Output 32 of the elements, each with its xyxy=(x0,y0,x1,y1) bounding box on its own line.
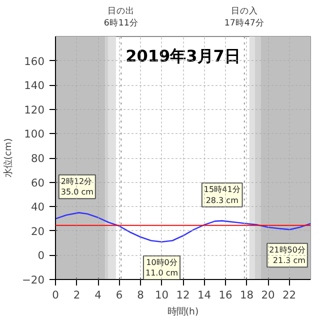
y-tick-label: 60 xyxy=(30,176,45,190)
line-series xyxy=(56,212,310,242)
x-tick-label: 14 xyxy=(197,288,212,302)
x-tick-label: 18 xyxy=(240,288,254,302)
annotation: 2時12分 35.0 cm xyxy=(60,176,94,197)
x-tick-label: 20 xyxy=(261,288,275,302)
y-tick-label: 140 xyxy=(24,79,45,92)
annotation: 21時50分 21.3 cm xyxy=(269,245,306,266)
ref-line-label: 日の出 6時11分 xyxy=(104,6,138,28)
y-axis-title: 水位(cm) xyxy=(3,138,14,178)
y-tick-label: 120 xyxy=(24,103,45,116)
x-tick-label: 22 xyxy=(282,288,296,302)
x-tick-label: 12 xyxy=(176,288,190,302)
annotation: 15時41分 28.3 cm xyxy=(204,185,240,205)
annotation: 10時0分 11.0 cm xyxy=(145,258,178,278)
x-tick-label: 16 xyxy=(218,288,232,302)
x-tick-label: 4 xyxy=(94,288,102,302)
y-tick-label: 160 xyxy=(24,54,45,68)
ref-line-label: 日の入 17時47分 xyxy=(224,6,264,28)
x-tick-label: 0 xyxy=(52,288,60,302)
y-tick-label: 20 xyxy=(30,224,45,238)
y-tick-label: −20 xyxy=(22,274,45,286)
x-tick-label: 2 xyxy=(73,288,80,302)
x-tick-label: 6 xyxy=(116,288,123,302)
y-tick-label: 80 xyxy=(30,152,45,165)
x-tick-label: 8 xyxy=(137,288,144,302)
x-axis-title: 時間(h) xyxy=(167,306,199,318)
y-tick-label: 100 xyxy=(24,128,45,141)
y-tick-label: 0 xyxy=(38,249,45,262)
y-tick-label: 40 xyxy=(30,200,45,214)
text: 2019年3月7日 xyxy=(126,46,240,66)
x-tick-label: 10 xyxy=(154,288,169,302)
